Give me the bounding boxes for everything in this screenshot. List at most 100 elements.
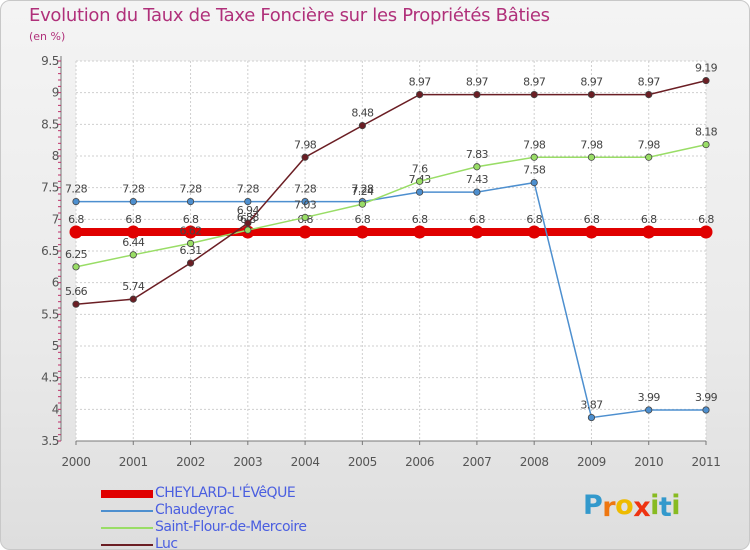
series-4-line — [75, 79, 707, 305]
logo-letter: x — [633, 492, 651, 523]
series-4-data-label: 8.97 — [409, 76, 432, 89]
series-2-point — [702, 406, 710, 414]
y-tick-label: 5 — [52, 339, 59, 353]
series-3-data-label: 6.44 — [122, 236, 145, 249]
series-1-data-label: 6.8 — [412, 213, 428, 226]
x-tick-label: 2000 — [62, 455, 91, 469]
y-tick-label: 4.5 — [41, 371, 59, 385]
y-tick-label: 7.5 — [41, 181, 59, 195]
y-tick-label: 5.5 — [41, 307, 59, 321]
legend-label: Chaudeyrac — [155, 502, 234, 518]
y-tick-label: 6.5 — [41, 244, 59, 258]
series-1-data-label: 6.8 — [183, 213, 199, 226]
series-3-data-label: 7.83 — [466, 148, 489, 161]
series-1-point — [298, 225, 312, 239]
series-2-data-label: 7.43 — [466, 173, 489, 186]
legend-label: Luc — [155, 536, 178, 550]
series-3-point — [473, 163, 481, 171]
series-2-data-label: 7.28 — [351, 183, 374, 196]
series-2-point — [186, 198, 195, 206]
series-2-data-label: 7.28 — [179, 183, 202, 196]
logo-letter: r — [602, 492, 616, 523]
proxiti-logo: Proxiti — [583, 490, 681, 523]
series-4-point — [530, 90, 538, 99]
series-3-point — [129, 251, 137, 259]
series-2-line — [76, 181, 706, 419]
series-1-point — [69, 225, 83, 239]
series-2-point — [645, 406, 653, 414]
series-4-point — [587, 90, 596, 99]
series-1-data-label: 6.8 — [526, 213, 542, 226]
unit-label: (en %) — [29, 30, 66, 43]
y-tick-label: 7 — [52, 212, 59, 226]
series-3-data-label: 7.03 — [294, 198, 317, 211]
logo-letter: o — [615, 490, 634, 521]
series-3-point — [358, 200, 366, 208]
series-2-data-label: 7.28 — [65, 183, 88, 196]
x-tick-label: 2010 — [634, 455, 663, 469]
x-tick-label: 2002 — [176, 455, 205, 469]
series-4-data-label: 8.48 — [351, 107, 374, 120]
series-1-point — [527, 225, 541, 239]
series-2-data-label: 3.99 — [695, 391, 718, 404]
x-tick-label: 2003 — [233, 455, 262, 469]
logo-letter: P — [583, 490, 603, 521]
series-1-point — [470, 225, 484, 239]
series-3-point — [244, 226, 252, 234]
legend-swatch — [101, 490, 153, 498]
x-tick-label: 2007 — [462, 455, 491, 469]
legend-swatch — [101, 527, 153, 529]
series-4-data-label: 5.74 — [122, 280, 145, 293]
legend-swatch — [101, 510, 153, 512]
series-1-point — [126, 225, 140, 239]
series-4-point — [473, 90, 481, 99]
y-tick-label: 8.5 — [41, 117, 59, 131]
x-tick-label: 2005 — [348, 455, 377, 469]
series-4-data-label: 8.97 — [638, 76, 661, 89]
series-4-data-label: 5.66 — [65, 285, 88, 298]
series-1-data-label: 6.8 — [355, 213, 371, 226]
series-2-data-label: 7.58 — [523, 164, 546, 177]
x-tick-label: 2009 — [577, 455, 606, 469]
series-4-point — [702, 77, 710, 85]
series-4-point — [416, 90, 424, 99]
series-1-data-label: 6.8 — [469, 213, 485, 226]
series-1-data-label: 6.8 — [125, 213, 141, 226]
series-4-point — [645, 90, 653, 99]
series-3-data-label: 6.62 — [179, 224, 201, 237]
y-tick-label: 3.5 — [41, 434, 59, 448]
series-4-data-label: 8.97 — [466, 76, 489, 89]
series-1-point — [699, 225, 713, 239]
series-2-point — [530, 179, 538, 187]
x-tick-label: 2008 — [520, 455, 549, 469]
series-2-point — [416, 188, 424, 196]
series-4-data-label: 6.94 — [237, 204, 260, 217]
series-3: 6.25 6.44 6.62 6.83 7.03 7.24 7.6 7.83 7.98 7.98 7… — [65, 126, 718, 271]
legend-label: Saint-Flour-de-Mercoire — [155, 519, 307, 535]
y-tick-label: 8 — [52, 149, 59, 163]
series-4: 5.66 5.74 6.31 6.94 7.98 8.48 8.97 8.97 8.97 8.97… — [65, 62, 718, 308]
series-3-point — [72, 263, 80, 271]
y-tick-label: 6 — [52, 276, 59, 290]
series-2-data-label: 7.28 — [294, 183, 317, 196]
series-3-point — [416, 177, 424, 185]
logo-letter: i — [650, 490, 659, 521]
series-4-data-label: 8.97 — [580, 76, 603, 89]
series-3-data-label: 7.98 — [523, 138, 546, 151]
y-tick-label: 9.5 — [41, 54, 59, 68]
series-3-data-label: 7.98 — [580, 138, 603, 151]
series-4-point — [72, 300, 80, 308]
series-3-data-label: 7.6 — [412, 162, 428, 175]
series-1-data-label: 6.8 — [584, 213, 600, 226]
y-tick-label: 9 — [52, 86, 59, 100]
series-4-point — [129, 295, 137, 303]
series-2-point — [129, 198, 137, 206]
series-2-point — [244, 198, 252, 206]
series-3-point — [587, 153, 596, 161]
logo-letter: t — [658, 492, 672, 523]
y-tick-label: 4 — [52, 402, 59, 416]
series-3-data-label: 8.18 — [695, 126, 718, 139]
series-3-point — [702, 141, 710, 149]
